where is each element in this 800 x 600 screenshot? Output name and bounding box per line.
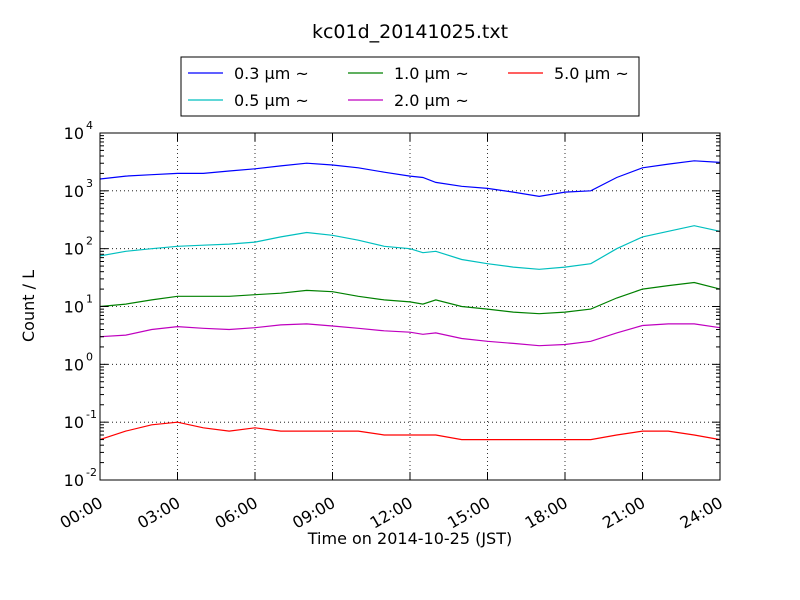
y-tick-exponent: 4 (86, 119, 93, 132)
y-tick-label: 10 (64, 298, 84, 317)
y-tick-exponent: -2 (86, 466, 97, 479)
y-tick-exponent: -1 (86, 408, 97, 421)
legend: 0.3 μm ~ 0.5 μm ~ 1.0 μm ~ 2.0 μm ~ 5.0 μm ~ (181, 57, 639, 116)
y-axis-label: Count / L (19, 270, 38, 342)
y-tick-label: 10 (64, 355, 84, 374)
legend-label: 0.3 μm ~ (234, 64, 309, 83)
legend-label: 1.0 μm ~ (394, 64, 469, 83)
legend-label: 2.0 μm ~ (394, 91, 469, 110)
y-tick-label: 10 (64, 240, 84, 259)
y-tick-exponent: 2 (86, 235, 93, 248)
legend-label: 5.0 μm ~ (554, 64, 629, 83)
legend-label: 0.5 μm ~ (234, 91, 309, 110)
y-tick-label: 10 (64, 471, 84, 490)
y-tick-label: 10 (64, 182, 84, 201)
chart: kc01d_20141025.txt 10 -210 -110 010 110 210 31… (0, 0, 800, 600)
y-tick-exponent: 1 (86, 293, 93, 306)
y-tick-exponent: 0 (86, 350, 93, 363)
y-tick-label: 10 (64, 124, 84, 143)
chart-title: kc01d_20141025.txt (312, 21, 508, 43)
x-axis-label: Time on 2014-10-25 (JST) (307, 529, 512, 548)
y-tick-label: 10 (64, 413, 84, 432)
y-tick-exponent: 3 (86, 177, 93, 190)
